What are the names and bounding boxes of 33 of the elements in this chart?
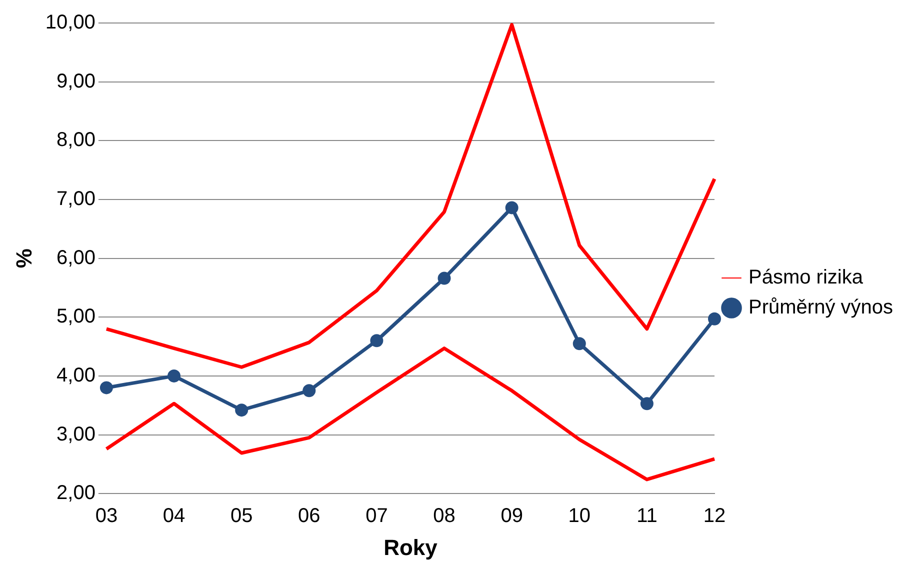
- point: [370, 334, 384, 348]
- x-tick-label: 03: [95, 505, 118, 528]
- y-tick-label: 5,00: [56, 306, 96, 328]
- point: [572, 337, 586, 350]
- y-tick-label: 10,00: [45, 12, 96, 34]
- point: [100, 381, 113, 394]
- x-tick-label: 07: [366, 505, 388, 528]
- y-axis-title: %: [11, 248, 36, 268]
- y-tick-label: 6,00: [56, 246, 96, 269]
- x-tick-label: 06: [298, 505, 320, 528]
- legend-label: Průměrný výnos: [748, 296, 894, 319]
- x-tick-label: 11: [636, 505, 658, 528]
- x-tick-label: 09: [500, 505, 523, 528]
- x-tick-label: 10: [568, 505, 591, 528]
- x-tick-label: 08: [433, 505, 456, 528]
- legend-label: Pásmo rizika: [748, 266, 864, 289]
- y-tick-label: 3,00: [56, 423, 96, 446]
- x-tick-label: 12: [703, 505, 726, 528]
- point: [708, 312, 722, 326]
- y-tick-label: 7,00: [56, 188, 96, 210]
- x-tick-label: 05: [230, 505, 253, 528]
- y-tick-label: 8,00: [56, 129, 96, 152]
- y-tick-label: 9,00: [56, 70, 96, 92]
- point: [505, 201, 518, 214]
- x-tick-label: 04: [162, 505, 186, 528]
- point: [640, 397, 654, 410]
- x-axis-title: Roky: [384, 534, 438, 560]
- point: [235, 404, 248, 417]
- y-tick-label: 2,00: [56, 482, 96, 504]
- point: [302, 384, 316, 398]
- point: [438, 272, 451, 285]
- point: [168, 369, 181, 382]
- y-tick-label: 4,00: [56, 364, 96, 386]
